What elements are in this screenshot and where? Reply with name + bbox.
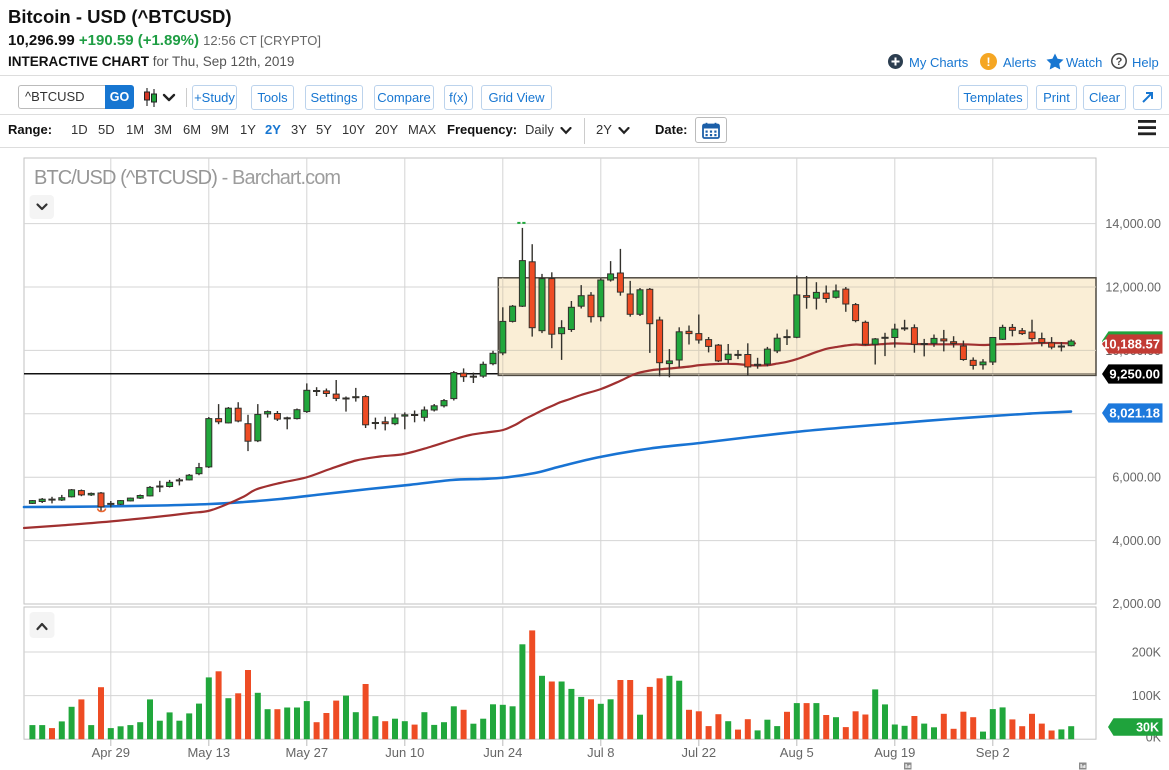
svg-text:!: !: [987, 55, 991, 69]
svg-text:6,000.00: 6,000.00: [1112, 471, 1161, 485]
svg-text:30K: 30K: [1136, 721, 1159, 735]
svg-text:14,000.00: 14,000.00: [1105, 217, 1161, 231]
svg-text:?: ?: [1116, 56, 1123, 68]
svg-text:200K: 200K: [1132, 646, 1162, 660]
svg-text:Apr 29: Apr 29: [92, 745, 130, 760]
svg-text:Jun 24: Jun 24: [483, 745, 522, 760]
svg-text:Aug 5: Aug 5: [780, 745, 814, 760]
svg-text:8,021.18: 8,021.18: [1109, 406, 1160, 421]
svg-text:100K: 100K: [1132, 689, 1162, 703]
svg-text:Jul 22: Jul 22: [681, 745, 716, 760]
svg-text:May 27: May 27: [285, 745, 328, 760]
svg-text:Sep 2: Sep 2: [976, 745, 1010, 760]
svg-text:BTC/USD (^BTCUSD) - Barchart.c: BTC/USD (^BTCUSD) - Barchart.com: [34, 167, 340, 189]
svg-text:9,250.00: 9,250.00: [1109, 367, 1160, 382]
svg-text:Jun 10: Jun 10: [385, 745, 424, 760]
svg-text:Aug 19: Aug 19: [874, 745, 915, 760]
svg-text:10,188.57: 10,188.57: [1102, 337, 1160, 352]
svg-text:2,000.00: 2,000.00: [1112, 597, 1161, 611]
svg-text:Jul 8: Jul 8: [587, 745, 614, 760]
svg-text:May 13: May 13: [187, 745, 230, 760]
svg-text:12,000.00: 12,000.00: [1105, 281, 1161, 295]
svg-text:4,000.00: 4,000.00: [1112, 534, 1161, 548]
